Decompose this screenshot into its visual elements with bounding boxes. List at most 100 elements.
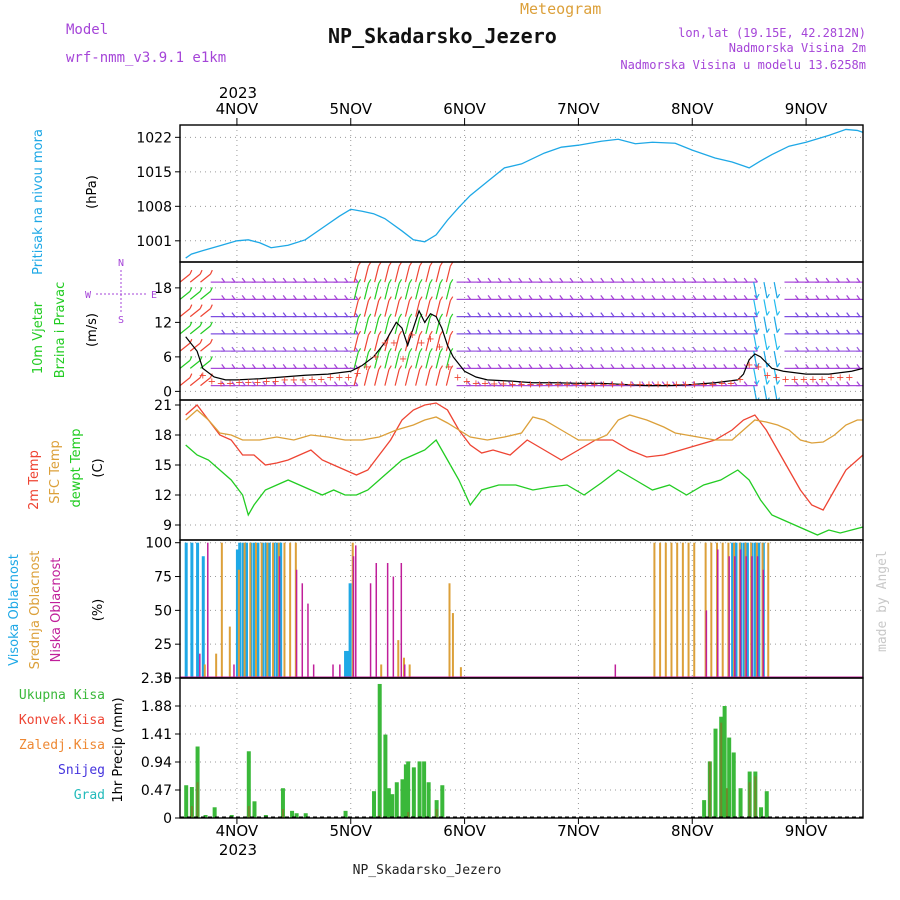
wind-barb-flag [825, 329, 830, 335]
wind-barb-flag [477, 381, 482, 386]
wind-barb-flag [835, 312, 840, 317]
wind-barb-flag [467, 329, 472, 335]
wind-barb-flag [378, 279, 382, 284]
wind-barb-flag [610, 364, 615, 369]
wind-barb-flag [766, 328, 770, 333]
wind-barb-flag [549, 295, 554, 300]
wind-barb-flag [333, 277, 338, 283]
wind-barb-flag [672, 312, 676, 317]
wind-barb-flag [641, 346, 646, 352]
wind-barb-flag [692, 364, 697, 369]
wind-barb [353, 334, 359, 352]
wind-barb-flag [449, 279, 454, 284]
bar-total-rain [731, 752, 736, 818]
wind-barb-flag [449, 313, 454, 319]
wind-gust-marker: + [308, 374, 316, 385]
ytick-label: 18 [154, 281, 172, 297]
ytick-label: 100 [145, 536, 172, 552]
wind-barb [415, 352, 421, 369]
wind-barb-flag [528, 329, 533, 335]
wind-barb-flag [357, 313, 362, 319]
bar-mid-cloud [659, 542, 662, 678]
wind-barb-flag [549, 277, 554, 283]
wind-barb [753, 385, 758, 400]
panel-frame [179, 124, 864, 263]
wind-barb-flag [189, 356, 193, 361]
wind-barb [384, 369, 390, 386]
wind-barb-flag [549, 329, 554, 335]
wind-barb-flag [419, 296, 423, 301]
wind-barb [415, 265, 421, 283]
wind-barb-flag [189, 304, 193, 309]
wind-barb-flag [199, 304, 203, 309]
wind-barb-flag [794, 329, 799, 335]
ytick-label: 25 [154, 637, 172, 653]
wind-barb-flag [333, 329, 338, 335]
ytick-label: 12 [154, 315, 172, 331]
wind-barb-flag [408, 313, 413, 319]
wind-barb [200, 290, 211, 300]
bar-mid-cloud [254, 542, 257, 678]
wind-barb-flag [189, 373, 193, 378]
cloud-legend: Visoka Oblacnost Srednja Oblacnost Niska… [7, 551, 106, 670]
wind-gust-marker: + [326, 372, 334, 383]
wind-gust-marker: + [636, 379, 644, 390]
wind-barb [773, 282, 778, 299]
wind-barb-flag [313, 277, 318, 283]
wind-barb [435, 265, 441, 283]
wind-barb-flag [199, 356, 203, 361]
wind-gust-marker: + [608, 379, 616, 390]
wind-barb-flag [538, 364, 543, 369]
wind-barb-flag [231, 329, 236, 335]
wind-gust-marker: + [262, 376, 270, 387]
bar-total-rain [252, 801, 257, 818]
bar-conv-rain [725, 788, 728, 818]
wind-barb-flag [303, 346, 308, 352]
wind-barb-flag [794, 312, 799, 317]
ytick-label: 9 [163, 518, 172, 534]
wind-gust-marker: + [244, 378, 252, 389]
wind-barb-flag [794, 295, 799, 300]
wind-barb-flag [559, 295, 564, 300]
bar-low-cloud [375, 563, 378, 678]
wind-gust-marker: + [444, 362, 452, 373]
wind-barb-flag [241, 312, 246, 317]
wind-barb-flag [398, 296, 403, 301]
wind-barb-flag [723, 295, 728, 300]
ytick-label: 0 [163, 671, 172, 687]
bar-total-rain [203, 815, 208, 818]
time-label-top: 9NOV [785, 100, 828, 118]
wind-barb-flag [344, 295, 349, 300]
wind-barb [374, 265, 380, 283]
wind-barb-flag [815, 329, 820, 335]
wind-barb-flag [672, 295, 676, 300]
wind-barb-flag [733, 381, 738, 386]
wind-barb-flag [549, 346, 554, 352]
wind-barb-flag [733, 312, 738, 317]
wind-gust-marker: + [235, 378, 243, 389]
wind-barb [200, 325, 211, 335]
cloud-unit: (%) [91, 599, 106, 622]
wind-barb-flag [776, 293, 781, 299]
wind-barb [425, 265, 431, 283]
wind-barb-flag [723, 329, 728, 335]
bar-high-cloud [745, 542, 749, 678]
wind-barb-flag [477, 329, 482, 335]
wind-gust-marker: + [827, 372, 835, 383]
wind-barb-flag [682, 277, 687, 283]
bar-high-cloud [731, 542, 735, 678]
wind-barb-flag [272, 312, 277, 317]
wind-barb-flag [467, 364, 472, 369]
wind-barb-flag [846, 329, 851, 335]
wind-barb [404, 352, 410, 369]
wind-barb-flag [398, 365, 403, 370]
wind-barb-flag [487, 295, 492, 300]
ytick-label: 50 [154, 603, 172, 619]
bar-low-cloud [339, 664, 341, 678]
wind-gust-marker: + [372, 352, 380, 363]
wind-barb [180, 325, 191, 335]
wind-barb-flag [467, 381, 472, 386]
wind-barb-flag [508, 329, 513, 335]
wind-barb-flag [497, 329, 502, 335]
wind-barb-flag [408, 279, 413, 284]
